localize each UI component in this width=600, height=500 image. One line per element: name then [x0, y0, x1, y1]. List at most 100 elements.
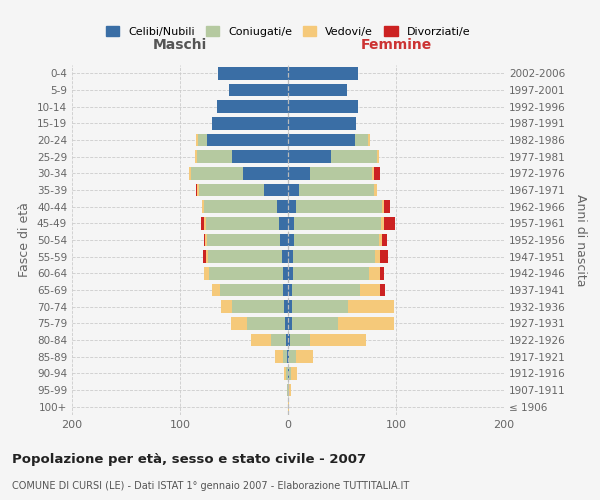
- Bar: [369, 267, 380, 280]
- Bar: [288, 350, 289, 363]
- Bar: [292, 317, 338, 330]
- Bar: [207, 234, 280, 246]
- Bar: [200, 217, 204, 230]
- Bar: [242, 167, 288, 179]
- Bar: [384, 217, 395, 230]
- Bar: [284, 300, 288, 313]
- Text: Maschi: Maschi: [153, 38, 207, 52]
- Bar: [288, 167, 310, 179]
- Bar: [271, 334, 286, 346]
- Bar: [209, 267, 283, 280]
- Bar: [288, 317, 292, 330]
- Bar: [295, 234, 379, 246]
- Bar: [288, 384, 289, 396]
- Text: COMUNE DI CURSI (LE) - Dati ISTAT 1° gennaio 2007 - Elaborazione TUTTITALIA.IT: COMUNE DI CURSI (LE) - Dati ISTAT 1° gen…: [12, 481, 409, 491]
- Bar: [231, 317, 247, 330]
- Bar: [374, 167, 380, 179]
- Bar: [293, 250, 376, 263]
- Bar: [196, 184, 197, 196]
- Bar: [283, 284, 288, 296]
- Bar: [384, 200, 389, 213]
- Bar: [288, 150, 331, 163]
- Bar: [288, 367, 289, 380]
- Bar: [208, 250, 281, 263]
- Bar: [361, 284, 380, 296]
- Bar: [277, 200, 288, 213]
- Bar: [283, 267, 288, 280]
- Bar: [285, 317, 288, 330]
- Bar: [310, 167, 372, 179]
- Bar: [289, 367, 291, 380]
- Bar: [284, 367, 286, 380]
- Bar: [368, 134, 370, 146]
- Bar: [288, 234, 295, 246]
- Bar: [229, 84, 288, 96]
- Bar: [281, 250, 288, 263]
- Bar: [288, 300, 292, 313]
- Bar: [264, 184, 288, 196]
- Legend: Celibi/Nubili, Coniugati/e, Vedovi/e, Divorziati/e: Celibi/Nubili, Coniugati/e, Vedovi/e, Di…: [101, 22, 475, 41]
- Bar: [207, 134, 288, 146]
- Text: Popolazione per età, sesso e stato civile - 2007: Popolazione per età, sesso e stato civil…: [12, 452, 366, 466]
- Bar: [283, 350, 287, 363]
- Bar: [287, 350, 288, 363]
- Bar: [195, 150, 197, 163]
- Bar: [206, 217, 280, 230]
- Bar: [372, 167, 374, 179]
- Bar: [295, 217, 381, 230]
- Bar: [299, 184, 374, 196]
- Bar: [206, 250, 208, 263]
- Bar: [380, 267, 384, 280]
- Bar: [288, 400, 289, 413]
- Bar: [376, 250, 380, 263]
- Bar: [232, 150, 288, 163]
- Bar: [288, 67, 358, 80]
- Bar: [381, 217, 384, 230]
- Bar: [288, 84, 347, 96]
- Bar: [288, 250, 293, 263]
- Bar: [251, 334, 271, 346]
- Bar: [296, 350, 313, 363]
- Bar: [232, 300, 284, 313]
- Bar: [220, 284, 283, 296]
- Y-axis label: Anni di nascita: Anni di nascita: [574, 194, 587, 286]
- Bar: [292, 300, 349, 313]
- Bar: [293, 267, 369, 280]
- Bar: [289, 350, 296, 363]
- Bar: [331, 150, 377, 163]
- Bar: [382, 200, 384, 213]
- Bar: [296, 200, 382, 213]
- Bar: [288, 100, 358, 113]
- Bar: [374, 184, 377, 196]
- Bar: [288, 200, 296, 213]
- Bar: [291, 367, 296, 380]
- Bar: [202, 200, 204, 213]
- Bar: [203, 250, 206, 263]
- Bar: [218, 67, 288, 80]
- Bar: [288, 334, 290, 346]
- Bar: [287, 384, 288, 396]
- Bar: [275, 350, 283, 363]
- Bar: [288, 284, 292, 296]
- Bar: [197, 150, 232, 163]
- Bar: [288, 134, 355, 146]
- Bar: [204, 200, 277, 213]
- Bar: [196, 134, 199, 146]
- Text: Femmine: Femmine: [361, 38, 431, 52]
- Bar: [247, 317, 285, 330]
- Bar: [288, 217, 295, 230]
- Bar: [379, 234, 382, 246]
- Bar: [205, 234, 207, 246]
- Bar: [217, 100, 288, 113]
- Bar: [212, 117, 288, 130]
- Bar: [191, 167, 242, 179]
- Y-axis label: Fasce di età: Fasce di età: [19, 202, 31, 278]
- Bar: [204, 234, 205, 246]
- Bar: [289, 384, 291, 396]
- Bar: [204, 217, 206, 230]
- Bar: [292, 284, 361, 296]
- Bar: [377, 150, 379, 163]
- Bar: [188, 167, 191, 179]
- Bar: [288, 117, 356, 130]
- Bar: [280, 217, 288, 230]
